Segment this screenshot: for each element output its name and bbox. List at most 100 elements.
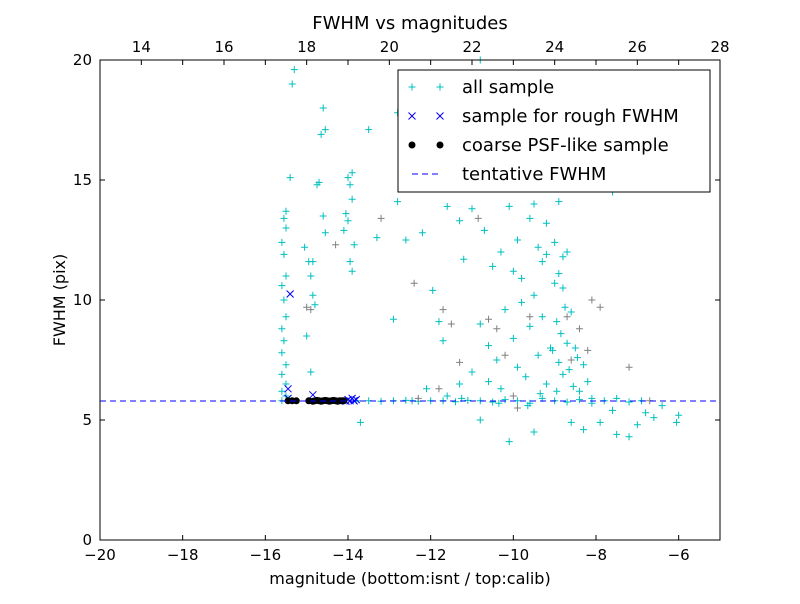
series-sample-for-rough-fwhm bbox=[284, 290, 361, 406]
data-point bbox=[493, 325, 501, 333]
data-point bbox=[278, 370, 286, 378]
data-point bbox=[613, 394, 621, 402]
data-point bbox=[513, 363, 521, 371]
data-point bbox=[429, 286, 437, 294]
top-x-tick-label: 24 bbox=[545, 38, 564, 56]
top-x-tick-label: 20 bbox=[380, 38, 399, 56]
data-point bbox=[565, 366, 573, 374]
data-point bbox=[518, 274, 526, 282]
legend-label: coarse PSF-like sample bbox=[462, 135, 669, 156]
data-point bbox=[389, 315, 397, 323]
data-point bbox=[456, 380, 464, 388]
data-point bbox=[569, 382, 577, 390]
data-point bbox=[373, 234, 381, 242]
data-point bbox=[435, 385, 443, 393]
legend: all sample sample for rough FWHM coarse PS… bbox=[397, 69, 711, 193]
data-point bbox=[317, 130, 325, 138]
data-point bbox=[571, 344, 579, 352]
data-point bbox=[675, 411, 683, 419]
x-tick-label: −12 bbox=[415, 546, 447, 564]
data-point bbox=[301, 243, 309, 251]
legend-label: all sample bbox=[462, 77, 554, 98]
data-point bbox=[402, 396, 410, 404]
legend-marker bbox=[436, 112, 444, 120]
data-point bbox=[559, 253, 567, 261]
data-point bbox=[526, 313, 534, 321]
data-point bbox=[365, 126, 373, 134]
y-tick-label: 20 bbox=[73, 51, 92, 69]
data-point bbox=[625, 363, 633, 371]
data-point bbox=[342, 210, 350, 218]
data-point bbox=[303, 332, 311, 340]
data-point bbox=[522, 373, 530, 381]
legend-marker bbox=[408, 112, 416, 120]
data-point bbox=[288, 80, 296, 88]
data-point bbox=[613, 430, 621, 438]
series-all-sample bbox=[278, 56, 683, 446]
data-point bbox=[489, 398, 497, 406]
data-point bbox=[480, 226, 488, 234]
y-tick-label: 0 bbox=[82, 531, 92, 549]
data-point bbox=[282, 207, 290, 215]
data-point bbox=[278, 349, 286, 357]
data-point bbox=[307, 272, 315, 280]
data-point bbox=[518, 298, 526, 306]
data-point bbox=[280, 250, 288, 258]
x-tick-label: −10 bbox=[498, 546, 530, 564]
legend-marker bbox=[408, 141, 416, 149]
data-point bbox=[344, 217, 352, 225]
data-point bbox=[474, 214, 482, 222]
top-x-tick-label: 22 bbox=[462, 38, 481, 56]
data-point bbox=[567, 356, 575, 364]
data-point bbox=[464, 396, 472, 404]
x-tick-label: −16 bbox=[250, 546, 282, 564]
y-tick-label: 10 bbox=[73, 291, 92, 309]
data-point bbox=[567, 418, 575, 426]
data-point bbox=[286, 174, 294, 182]
top-x-tick-label: 14 bbox=[132, 38, 151, 56]
chart-title: FWHM vs magnitudes bbox=[312, 13, 507, 34]
data-point bbox=[303, 303, 311, 311]
data-point bbox=[321, 126, 329, 134]
data-point bbox=[290, 66, 298, 74]
data-point bbox=[549, 346, 557, 354]
data-point bbox=[352, 395, 361, 404]
data-point bbox=[439, 306, 447, 314]
x-tick-label: −6 bbox=[668, 546, 690, 564]
data-point bbox=[332, 241, 340, 249]
data-point bbox=[350, 241, 358, 249]
data-point bbox=[501, 306, 509, 314]
data-point bbox=[495, 399, 503, 407]
data-point bbox=[584, 378, 592, 386]
data-point bbox=[555, 198, 563, 206]
data-point bbox=[526, 214, 534, 222]
data-point bbox=[563, 313, 571, 321]
legend-marker bbox=[408, 83, 416, 91]
data-point bbox=[588, 296, 596, 304]
top-x-tick-label: 18 bbox=[297, 38, 316, 56]
data-point bbox=[443, 202, 451, 210]
data-point bbox=[559, 284, 567, 292]
legend-marker bbox=[436, 83, 444, 91]
data-point bbox=[278, 325, 286, 333]
data-point bbox=[501, 396, 509, 404]
plot-marks bbox=[100, 56, 720, 446]
data-point bbox=[513, 404, 521, 412]
data-point bbox=[580, 426, 588, 434]
data-point bbox=[542, 380, 550, 388]
data-point bbox=[485, 315, 493, 323]
data-point bbox=[555, 358, 563, 366]
data-point bbox=[348, 267, 356, 275]
top-x-tick-label: 16 bbox=[214, 38, 233, 56]
data-point bbox=[553, 318, 561, 326]
data-point bbox=[309, 258, 317, 266]
y-tick-label: 5 bbox=[82, 411, 92, 429]
data-point bbox=[280, 337, 288, 345]
data-point bbox=[650, 414, 658, 422]
data-point bbox=[526, 322, 534, 330]
data-point bbox=[319, 104, 327, 112]
data-point bbox=[468, 368, 476, 376]
data-point bbox=[497, 248, 505, 256]
data-point bbox=[321, 229, 329, 237]
data-point bbox=[348, 169, 356, 177]
